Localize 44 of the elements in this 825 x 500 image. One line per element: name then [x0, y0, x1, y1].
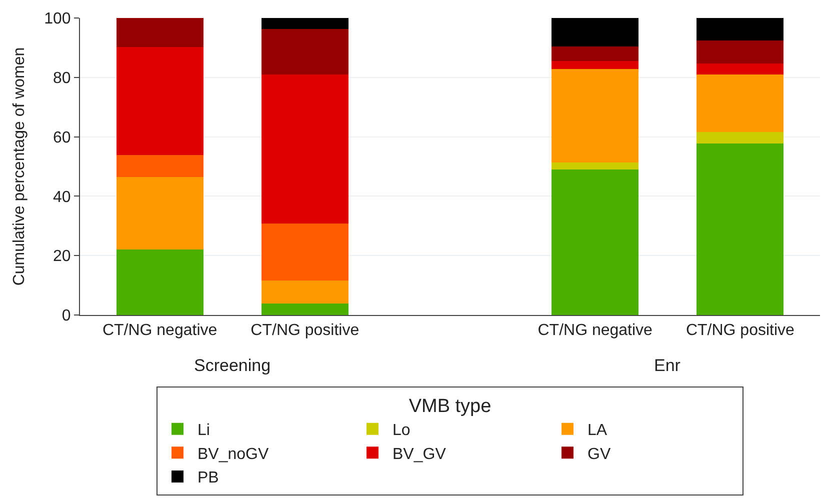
bar: [552, 61, 639, 69]
legend-title: VMB type: [408, 396, 492, 417]
y-tick-label: 20: [53, 248, 71, 266]
bar: [552, 169, 639, 315]
bar: [696, 40, 784, 64]
bar: [261, 224, 348, 280]
y-tick-label: 40: [53, 188, 71, 206]
bar: [552, 162, 639, 170]
legend-label: PB: [198, 470, 219, 487]
y-axis-title: Cumulative percentage of women: [10, 47, 28, 286]
x-tick-label: CT/NG positive: [250, 322, 360, 340]
bar: [696, 64, 784, 75]
bar: [116, 18, 204, 47]
bar: [696, 132, 784, 144]
bar: [116, 155, 204, 178]
legend-label: GV: [588, 446, 611, 463]
legend-label: Li: [198, 422, 210, 440]
bar: [116, 46, 204, 156]
bar: [261, 28, 348, 75]
bar: [552, 46, 639, 62]
y-tick-label: 60: [53, 129, 71, 146]
x-tick-label: CT/NG positive: [686, 322, 795, 340]
x-tick-label: CT/NG negative: [102, 322, 218, 340]
legend-label: BV_GV: [392, 446, 446, 463]
bar: [116, 249, 204, 315]
bar: [696, 143, 784, 315]
y-tick-label: 0: [62, 308, 71, 325]
bar: [552, 18, 639, 47]
bar: [261, 303, 348, 315]
bar: [261, 280, 348, 304]
legend-label: Lo: [392, 422, 410, 440]
bar: [552, 68, 639, 162]
y-tick-label: 80: [53, 70, 71, 87]
legend-label: BV_noGV: [198, 446, 269, 463]
text: Screening: [194, 356, 271, 375]
bar: [116, 177, 204, 250]
x-tick-label: CT/NG negative: [538, 322, 653, 340]
y-tick-label: 100: [44, 10, 71, 28]
text: Enr: [654, 356, 681, 375]
bar: [261, 74, 348, 224]
bar: [261, 18, 348, 29]
bar: [696, 74, 784, 132]
bar: [696, 18, 784, 40]
legend-label: LA: [588, 422, 608, 440]
